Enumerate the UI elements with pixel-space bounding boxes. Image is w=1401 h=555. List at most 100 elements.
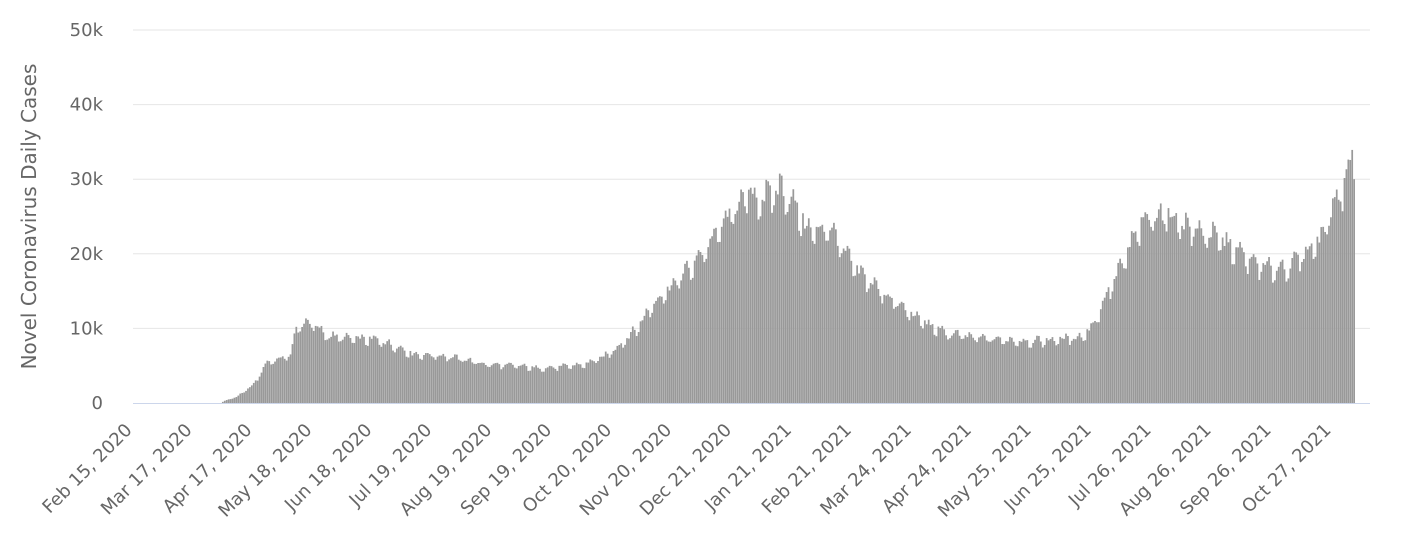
daily-case-bar — [689, 279, 692, 403]
daily-case-bar — [933, 334, 936, 403]
daily-case-bar — [954, 330, 957, 403]
daily-case-bar — [1119, 258, 1121, 403]
daily-case-bar — [1092, 322, 1094, 403]
daily-case-bar — [1047, 340, 1050, 403]
daily-case-bar — [455, 354, 458, 403]
daily-case-bar — [790, 196, 793, 403]
daily-case-bar — [1318, 242, 1321, 403]
daily-case-bar — [697, 250, 700, 403]
daily-case-bar — [285, 360, 288, 403]
daily-case-bar — [635, 336, 638, 403]
daily-case-bar — [326, 339, 329, 403]
daily-case-bar — [775, 190, 777, 403]
daily-case-bar — [517, 366, 520, 403]
daily-case-bar — [1186, 217, 1189, 403]
daily-case-bar — [579, 364, 582, 403]
daily-case-bar — [740, 189, 742, 403]
daily-case-bar — [496, 362, 499, 403]
daily-case-bar — [929, 325, 932, 403]
daily-case-bar — [591, 360, 594, 403]
daily-case-bar — [707, 247, 710, 403]
daily-case-bar — [898, 303, 901, 403]
daily-case-bar — [573, 365, 576, 403]
daily-case-bar — [1150, 226, 1152, 403]
daily-case-bar — [372, 335, 375, 403]
daily-case-bar — [1221, 237, 1224, 403]
daily-case-bar — [1254, 257, 1257, 403]
daily-case-bar — [1136, 241, 1139, 403]
daily-case-bar — [951, 335, 953, 403]
daily-case-bar — [705, 258, 708, 403]
daily-case-bar — [682, 273, 684, 403]
daily-case-bar — [367, 345, 369, 403]
daily-case-bar — [821, 224, 824, 403]
daily-case-bar — [1010, 337, 1013, 403]
daily-case-bar — [626, 338, 628, 403]
daily-case-bar — [701, 255, 704, 403]
daily-case-bar — [1198, 220, 1201, 403]
daily-case-bar — [937, 326, 940, 403]
daily-case-bar — [1272, 282, 1274, 403]
daily-case-bar — [823, 231, 826, 403]
daily-case-bar — [1219, 250, 1222, 403]
y-tick-label: 20k — [70, 244, 104, 265]
daily-case-bar — [767, 181, 770, 403]
daily-case-bar — [1142, 217, 1145, 403]
daily-case-bar — [968, 332, 971, 403]
daily-case-bar — [891, 297, 893, 403]
daily-case-bar — [1328, 225, 1330, 403]
daily-case-bar — [382, 343, 385, 403]
daily-case-bar — [262, 367, 265, 403]
daily-case-bar — [819, 226, 822, 403]
daily-case-bar — [674, 280, 677, 403]
daily-case-bar — [407, 357, 410, 403]
daily-case-bar — [1146, 214, 1149, 403]
daily-case-bar — [848, 248, 851, 403]
daily-case-bar — [947, 339, 949, 403]
daily-case-bar — [235, 397, 238, 403]
daily-case-bar — [336, 334, 338, 403]
daily-case-bar — [854, 275, 857, 403]
daily-case-bar — [471, 362, 474, 403]
daily-case-bar — [1012, 341, 1015, 403]
daily-case-bar — [746, 213, 748, 403]
daily-case-bar — [699, 251, 702, 403]
daily-case-bar — [1009, 336, 1011, 403]
daily-case-bar — [479, 362, 481, 403]
daily-case-bar — [399, 345, 402, 403]
daily-case-bar — [513, 367, 516, 403]
daily-case-bar — [864, 274, 866, 403]
daily-case-bar — [1067, 336, 1069, 403]
daily-case-bar — [1034, 339, 1036, 403]
daily-case-bar — [1268, 257, 1270, 403]
daily-case-bar — [519, 365, 522, 403]
daily-case-bar — [243, 392, 245, 403]
daily-case-bar — [1165, 231, 1168, 403]
daily-case-bar — [1248, 258, 1251, 403]
daily-case-bar — [991, 340, 994, 403]
daily-case-bar — [1297, 254, 1299, 403]
daily-case-bar — [1134, 231, 1137, 403]
daily-case-bar — [239, 393, 242, 403]
daily-case-bar — [653, 303, 655, 403]
daily-case-bar — [237, 395, 240, 403]
daily-case-bar — [1049, 338, 1052, 403]
daily-case-bar — [589, 359, 592, 403]
daily-case-bar — [736, 210, 739, 403]
daily-case-bar — [1059, 336, 1062, 403]
daily-case-bar — [796, 202, 799, 403]
daily-case-bar — [1163, 224, 1166, 403]
daily-case-bar — [1339, 201, 1342, 403]
daily-case-bar — [1217, 250, 1220, 403]
daily-case-bar — [1115, 276, 1118, 403]
daily-case-bar — [475, 363, 478, 403]
daily-case-bar — [353, 342, 356, 403]
daily-case-bar — [359, 338, 361, 403]
daily-case-bar — [1302, 258, 1305, 403]
daily-case-bar — [552, 367, 555, 403]
daily-case-bar — [730, 221, 733, 403]
daily-case-bar — [879, 296, 882, 403]
daily-case-bar — [376, 338, 379, 403]
daily-case-bar — [1330, 217, 1332, 403]
daily-case-bar — [322, 332, 325, 403]
